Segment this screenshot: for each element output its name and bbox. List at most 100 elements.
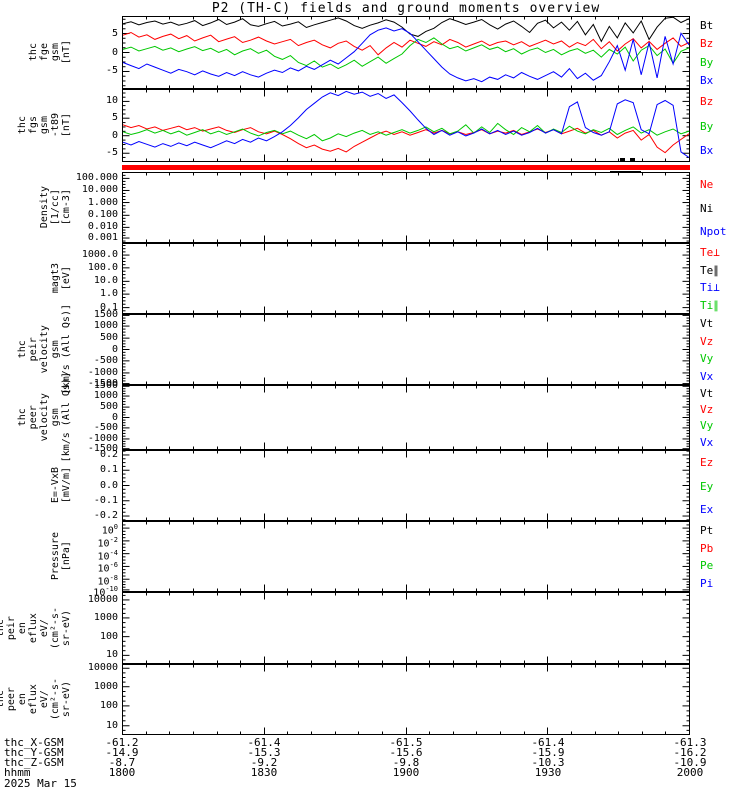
magt3-ytick-label: 100.0 [87,261,118,273]
panel-peer-eflux: thc peer en eflux eV/(cm²-s-sr-eV) 10000 1000 1… [0,662,750,735]
panel-peir-eflux: thc peir en eflux eV/(cm²-s-sr-eV) 10000 1000 1… [0,592,750,664]
fgs-legend-By: By [700,119,714,133]
peer-velocity-ytick-label: -500 [93,421,118,433]
flag-mark-above [629,158,636,161]
peir-eflux-ytick-label: 100 [99,630,118,642]
ephemeris-row-label-0: thc_X-GSM [4,736,64,749]
ephemeris-value: -9.8 [392,756,420,769]
fge-legend-Bz: Bz [700,37,714,51]
efield-ytick-label: -0.2 [93,510,118,522]
panel-density: Density [1/cc] [cm-3] 100.000 10.000 1.000 0.1… [0,172,750,243]
peer-velocity-ytick-label: 500 [99,401,118,413]
flag-bar [122,165,690,170]
flag-mark-below [609,171,641,173]
peir-velocity-ytick-label: 0 [111,343,118,355]
magt3-ytick-label: 1.0 [99,288,118,300]
magt3-legend-Ti⊥: Ti⊥ [700,281,720,295]
magt3-ytick-label: 10.0 [93,275,118,287]
density-ytick-label: 0.001 [87,232,118,244]
panel-fgs: thc fgs gsm -t89 [nT] 10 5 0 -5 Bz By Bx [0,89,750,162]
ephemeris-value: -61.2 [105,736,139,749]
flag-bar-strip [0,158,750,173]
peir-eflux-ytick-label: 1000 [93,611,118,623]
trace-fgs-Bx [122,90,690,158]
density-legend-Ne: Ne [700,178,714,192]
fgs-ytick-label: 0 [111,129,118,141]
ephemeris-row-label-1: thc_Y-GSM [4,746,64,759]
peir-eflux-ytick-label: 10 [105,649,118,661]
peer-eflux-ytick-label: 10 [105,719,118,731]
pressure-legend-Pb: Pb [700,541,714,555]
ephemeris-value: -9.2 [250,756,278,769]
density-ytick-label: 100.000 [75,172,118,184]
peer-velocity-ytick-label: 1500 [93,380,118,392]
peir-velocity-ytick-label: -500 [93,354,118,366]
panel-peir-velocity-canvas [122,314,690,385]
pressure-ytick-label: 10-4 [97,548,118,562]
pressure-legend-Pi: Pi [700,577,714,590]
pressure-ytick-label: 10-10 [93,584,118,599]
ephemeris-value: -15.3 [247,746,281,759]
peir-velocity-legend-Vy: Vy [700,352,714,366]
fgs-ytick-label: 10 [105,95,118,107]
efield-ytick-label: -0.1 [93,494,118,506]
ephemeris-row-label-3: hhmm [4,766,31,779]
flag-mark-above [619,158,626,161]
ephemeris-value: -61.3 [673,736,707,749]
panel-magt3-canvas [122,243,690,314]
ephemeris-value: 1930 [534,766,562,779]
ephemeris-value: -61.4 [531,736,565,749]
peir-velocity-ytick-label: -1500 [87,377,118,389]
trace-fge-By [122,37,690,70]
peer-eflux-ytick-label: 10000 [87,662,118,674]
panel-magt3: magt3 [eV] 1000.0 100.0 10.0 1.0 0.1 Te⊥ Te∥ Ti⊥ T… [0,243,750,314]
fge-ytick-label: -5 [105,65,118,77]
panel-peir-velocity: thc peir velocity gsm [km/s (All Qs)] 1500 100… [0,304,750,394]
fge-ytick-label: 5 [111,27,118,39]
fgs-legend-Bz: Bz [700,95,714,109]
pressure-legend-Pt: Pt [700,523,714,537]
trace-fgs-By [122,122,690,142]
trace-fge-Bz [122,31,690,56]
magt3-legend-Te∥: Te∥ [700,263,719,277]
panel-efield-canvas [122,450,690,521]
ephemeris-value: -61.4 [247,736,281,749]
fgs-ytick-label: -5 [105,147,118,159]
peir-eflux-ytick-label: 10000 [87,593,118,605]
peer-eflux-ytick-label: 1000 [93,680,118,692]
density-ytick-label: 0.100 [87,209,118,221]
peir-velocity-legend-Vx: Vx [700,370,714,383]
ephemeris-value: 1900 [392,766,420,779]
density-legend-Npot: Npot [700,225,727,239]
peir-velocity-ytick-label: 500 [99,332,118,344]
ephemeris-value: -15.9 [531,746,565,759]
panel-fgs-canvas [122,89,690,162]
ephemeris-row-label-2: thc_Z-GSM [4,756,64,769]
pressure-ytick-label: 10-6 [97,561,118,575]
efield-legend-Ez: Ez [700,456,714,470]
efield-ytick-label: 0.0 [99,479,118,491]
panel-peer-velocity: thc peer velocity gsm [km/s (All Qs)] 1500 100… [0,372,750,462]
ephemeris-value: -61.5 [389,736,423,749]
peer-eflux-ytick-label: 100 [99,699,118,711]
ephemeris-value: -8.7 [108,756,136,769]
panel-fge-canvas [122,16,690,89]
density-ytick-label: 10.000 [81,184,118,196]
peer-velocity-ytick-label: -1000 [87,432,118,444]
panel-peer-velocity-canvas [122,385,690,450]
efield-ytick-label: 0.2 [99,448,118,460]
date-label: 2025 Mar 15 [4,777,77,790]
peer-velocity-ytick-label: 0 [111,411,118,423]
peer-velocity-legend-Vx: Vx [700,435,714,449]
ephemeris-value: -15.6 [389,746,423,759]
efield-ytick-label: 0.1 [99,464,118,476]
fge-legend-Bx: Bx [700,73,714,87]
pressure-legend-Pe: Pe [700,559,714,573]
trace-fgs-Bz [122,124,690,154]
trace-fge-Bx [122,27,690,83]
ephemeris-value: 1830 [250,766,278,779]
peer-velocity-ytick-label: 1000 [93,390,118,402]
magt3-legend-Ti∥: Ti∥ [700,299,719,312]
efield-legend-Ey: Ey [700,479,714,493]
